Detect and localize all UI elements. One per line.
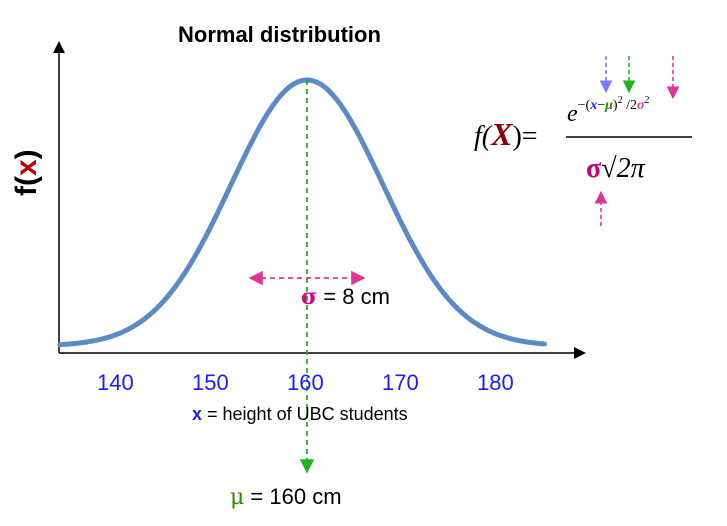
y-label-var: x [10,159,43,177]
svg-text:e−(x−μ)2 /2σ2: e−(x−μ)2 /2σ2 [567,95,650,127]
svg-text:f(X)=: f(X)= [474,116,538,152]
x-tick-label: 150 [192,370,229,395]
y-label-suffix: ) [10,149,43,160]
formula-exp-sigma-sq: 2 [645,95,650,106]
formula-den-sigma: σ [586,153,602,184]
formula-f: f( [474,121,493,152]
formula-exp-sigma: σ [637,98,645,113]
mu-symbol: μ [230,485,245,510]
normal-pdf-formula: f(X)= e−(x−μ)2 /2σ2 σ√2π [474,95,692,184]
sigma-text: = 8 cm [317,284,390,309]
sigma-symbol: σ [301,284,318,310]
formula-exp-div: /2 [623,98,637,113]
x-tick-label: 180 [477,370,514,395]
mu-text: = 160 cm [244,484,342,509]
x-tick-label: 140 [97,370,134,395]
sigma-label: σ = 8 cm [301,284,390,310]
y-axis-label: f(x) [10,149,44,196]
formula-exp-mu: μ [604,98,613,113]
x-label-var: x [192,404,203,424]
chart-title: Normal distribution [178,22,381,47]
formula-exp-close: ) [613,98,618,113]
formula-exp-minus: − [597,98,605,113]
svg-text:σ√2π: σ√2π [586,153,646,184]
formula-e: e [567,101,578,127]
formula-X: X [490,116,513,152]
x-tick-label: 160 [287,370,324,395]
x-axis-label: x = height of UBC students [192,404,408,425]
normal-curve [57,77,547,348]
mu-label: μ = 160 cm [230,484,342,510]
formula-exp-sq: 2 [618,95,623,106]
x-label-text: = height of UBC students [202,404,408,424]
formula-exp-neg: −( [578,98,591,113]
x-tick-label: 170 [382,370,419,395]
formula-den-root: √2π [601,153,645,184]
formula-eq: )= [512,121,537,152]
formula-exp-x: x [589,98,597,113]
y-label-prefix: f( [10,176,43,196]
